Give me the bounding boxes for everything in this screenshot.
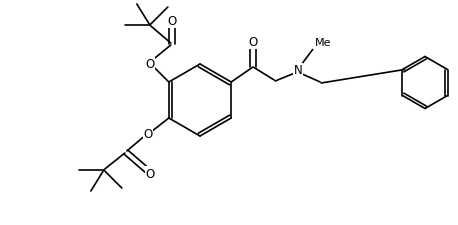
Text: O: O — [249, 36, 258, 49]
Text: O: O — [167, 15, 176, 28]
Text: O: O — [145, 57, 154, 70]
Text: O: O — [146, 167, 155, 180]
Text: O: O — [143, 128, 153, 141]
Text: Me: Me — [315, 38, 332, 48]
Text: N: N — [294, 64, 303, 77]
